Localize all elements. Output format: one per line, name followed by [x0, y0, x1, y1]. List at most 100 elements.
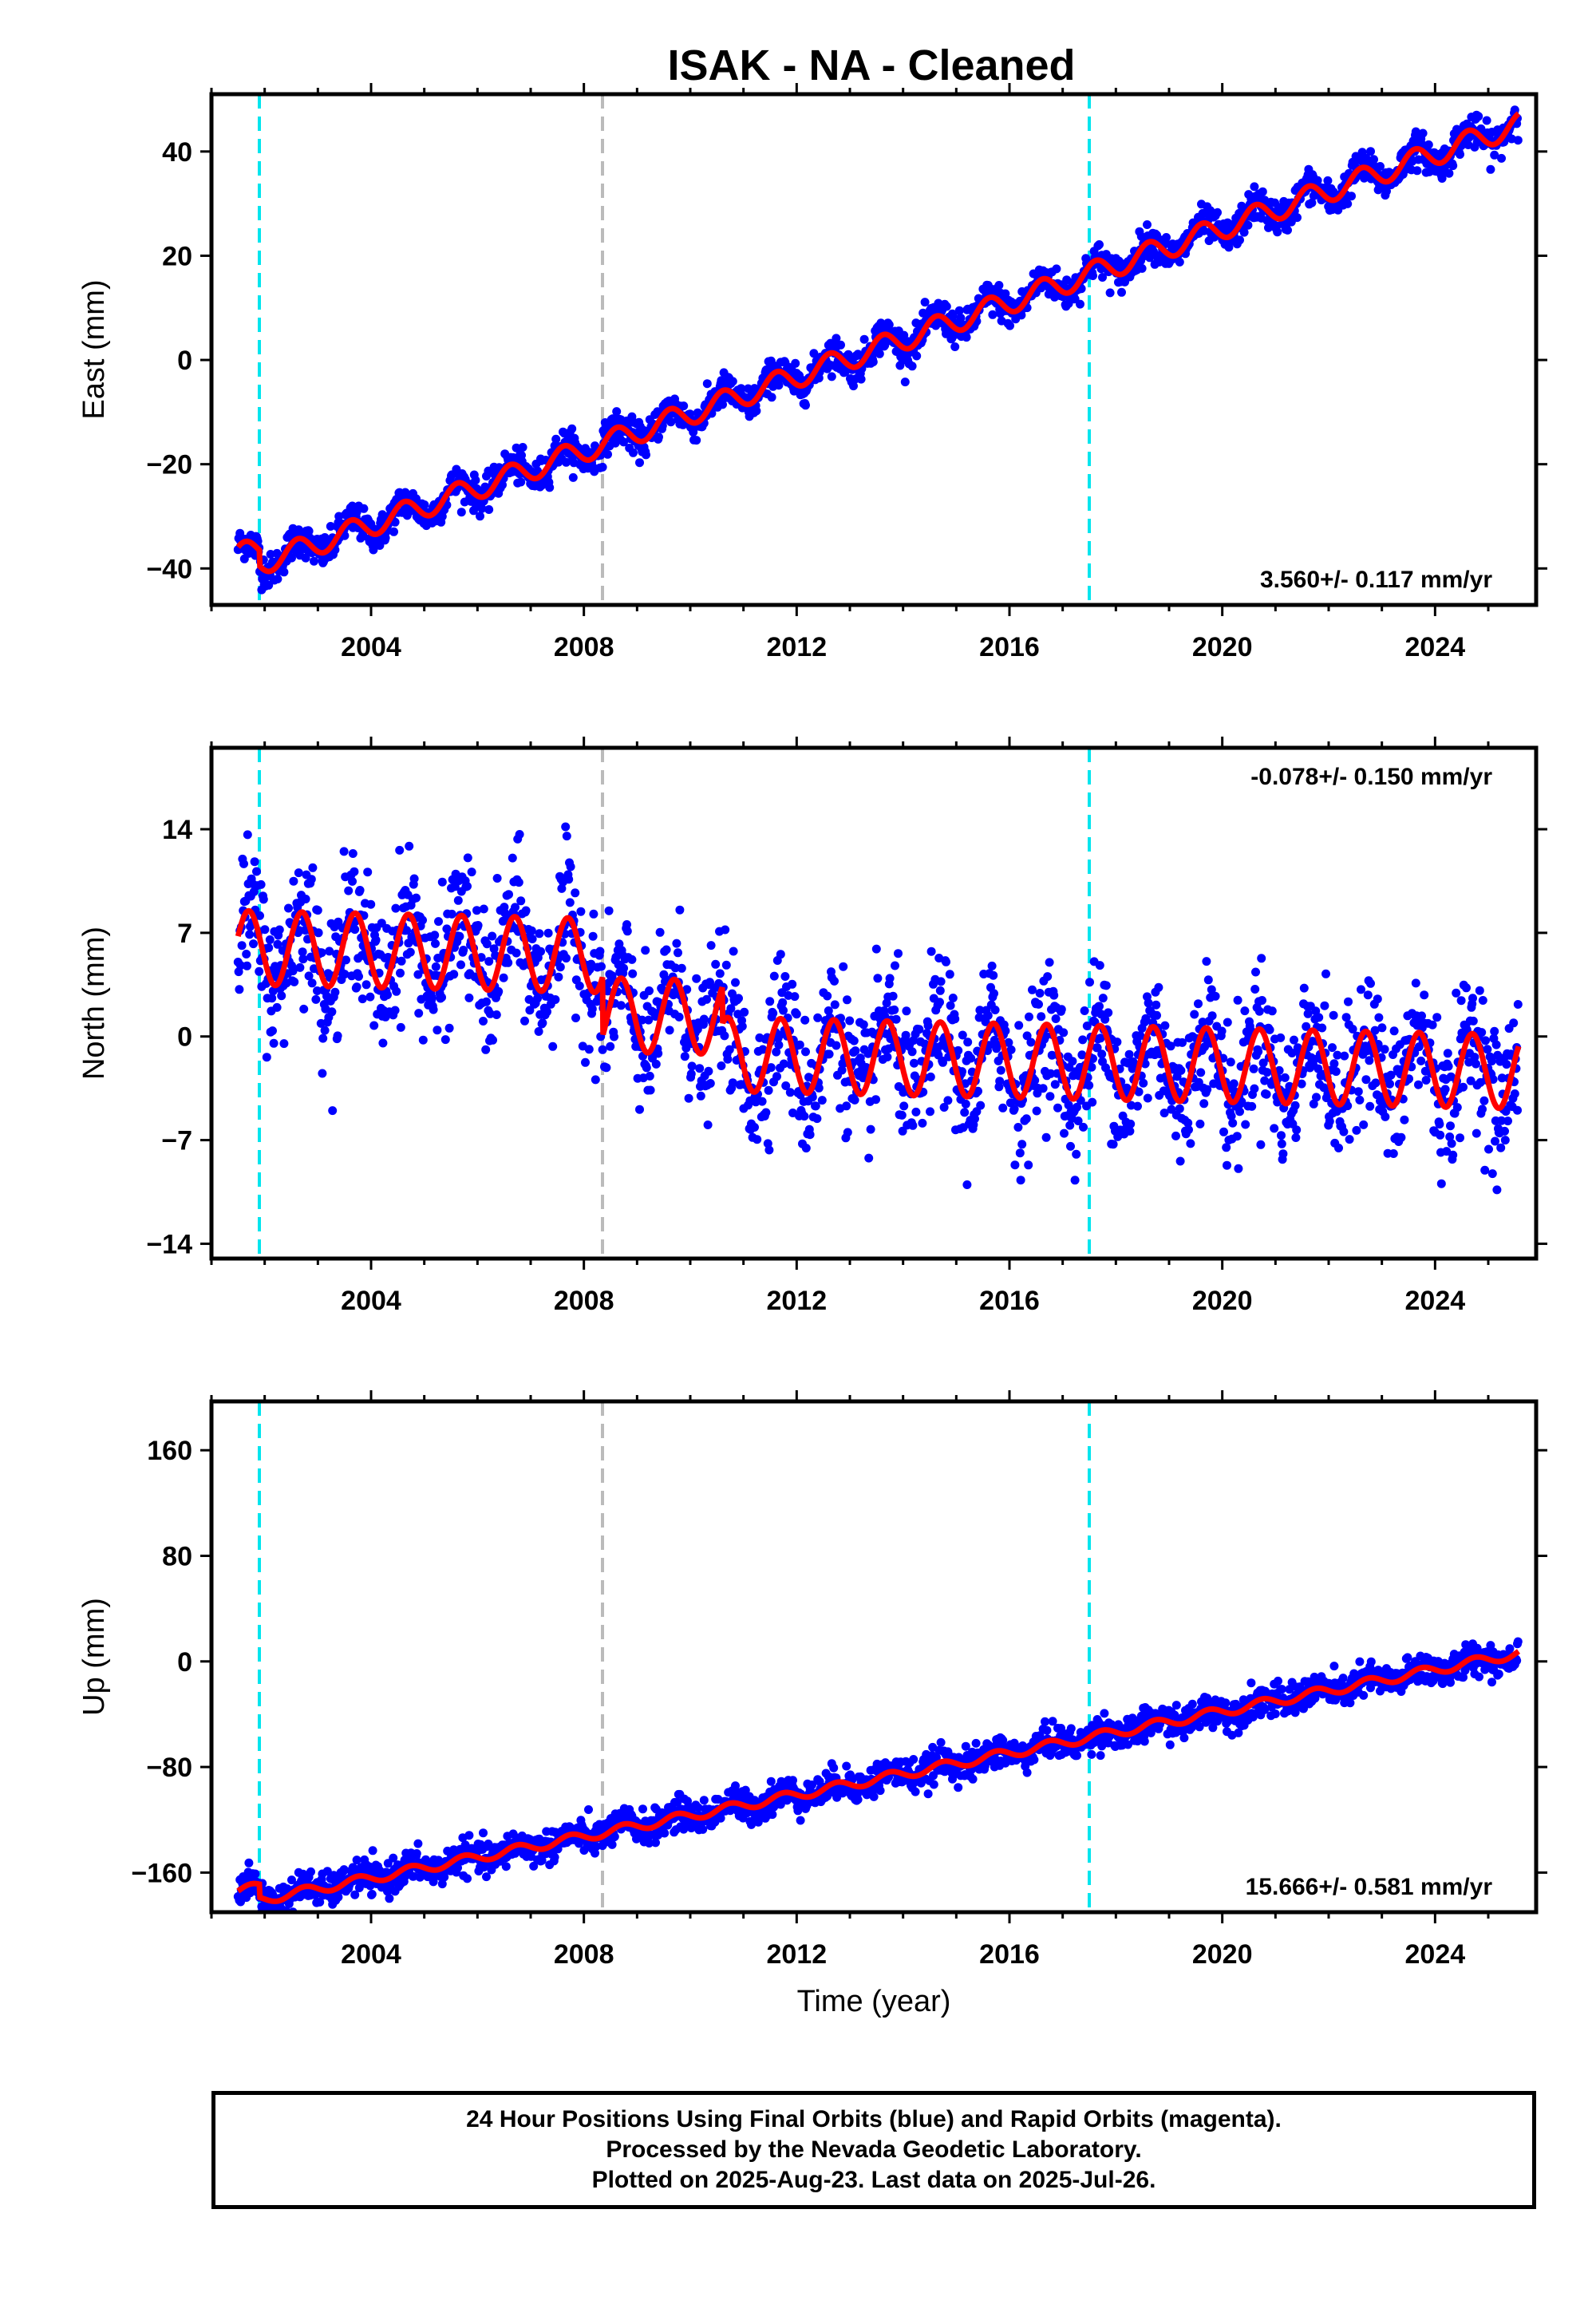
data-point	[313, 906, 322, 915]
x-tick-label: 2012	[767, 632, 828, 662]
data-point	[619, 437, 628, 447]
data-point	[294, 868, 303, 878]
data-point	[962, 333, 971, 342]
data-point	[1414, 1080, 1423, 1089]
data-point	[299, 1004, 309, 1014]
data-point	[342, 955, 350, 965]
data-point	[565, 898, 575, 907]
data-point	[1435, 1120, 1444, 1129]
data-point	[287, 553, 296, 563]
data-point	[1456, 1133, 1464, 1143]
data-point	[412, 1849, 421, 1858]
data-point	[1345, 1135, 1354, 1144]
data-point	[1444, 168, 1454, 178]
data-point	[1436, 1130, 1445, 1140]
data-point	[792, 1010, 801, 1019]
data-point	[428, 993, 437, 1002]
data-point	[750, 1123, 759, 1132]
data-point	[915, 1025, 924, 1034]
data-point	[1385, 1079, 1394, 1089]
data-point	[1076, 299, 1084, 309]
data-point	[1462, 983, 1471, 993]
data-point	[1420, 990, 1429, 1000]
data-point	[813, 1013, 823, 1022]
data-point	[767, 393, 776, 402]
data-point	[907, 1047, 917, 1057]
x-tick-label: 2008	[554, 632, 614, 662]
data-point	[843, 995, 851, 1005]
data-point	[472, 906, 481, 915]
data-point	[912, 351, 922, 361]
data-point	[699, 1014, 709, 1024]
data-point	[1363, 990, 1373, 1000]
data-point	[1444, 1061, 1453, 1071]
y-tick-label: 20	[162, 241, 192, 271]
data-point	[1482, 116, 1491, 125]
data-point	[252, 867, 261, 876]
data-point	[1428, 1020, 1437, 1030]
data-point	[1139, 1078, 1148, 1088]
data-point	[866, 1124, 875, 1134]
data-point	[686, 1069, 696, 1079]
data-point	[1359, 1120, 1369, 1129]
y-tick-label: 14	[162, 815, 192, 845]
data-point	[966, 1053, 976, 1063]
data-point	[306, 1867, 315, 1876]
data-point	[651, 1838, 660, 1848]
data-point	[606, 1041, 615, 1051]
data-point	[482, 997, 491, 1006]
data-point	[1137, 263, 1147, 273]
data-point	[511, 903, 519, 912]
data-point	[830, 1000, 839, 1010]
data-point	[1052, 264, 1061, 274]
data-point	[488, 1035, 497, 1045]
data-point	[677, 963, 686, 973]
data-point	[801, 401, 810, 410]
data-point	[1475, 986, 1484, 995]
data-point	[1250, 985, 1260, 994]
data-point	[891, 1014, 901, 1024]
data-point	[595, 947, 605, 956]
data-point	[1276, 1033, 1286, 1042]
data-point	[568, 472, 578, 482]
data-point	[597, 962, 606, 971]
data-point	[1057, 1005, 1066, 1014]
data-point	[1229, 1079, 1238, 1089]
data-point	[1199, 226, 1209, 235]
data-point	[1184, 1125, 1193, 1135]
data-point	[1400, 1115, 1409, 1124]
data-point	[383, 990, 392, 1000]
data-point	[1492, 1185, 1502, 1195]
data-point	[1235, 1107, 1244, 1117]
data-point	[365, 992, 375, 1002]
data-point	[692, 436, 701, 445]
data-point	[449, 970, 459, 979]
data-point	[268, 1026, 277, 1036]
data-point	[1203, 975, 1213, 985]
data-point	[923, 1021, 933, 1030]
x-tick-label: 2012	[767, 1286, 828, 1316]
data-point	[1228, 1118, 1238, 1128]
data-point	[1202, 957, 1211, 966]
data-point	[1223, 1018, 1232, 1027]
data-point	[897, 1110, 907, 1120]
data-point	[871, 944, 881, 954]
data-point	[1382, 187, 1391, 196]
data-point	[244, 1858, 254, 1867]
data-point	[1258, 187, 1267, 196]
data-point	[850, 1095, 859, 1105]
data-point	[479, 1828, 488, 1838]
data-point	[684, 1093, 693, 1103]
data-point	[1452, 988, 1461, 998]
data-point	[1207, 1011, 1217, 1021]
data-point	[1104, 1008, 1113, 1018]
data-point	[534, 1027, 543, 1036]
data-point	[856, 374, 866, 384]
data-point	[1314, 1013, 1324, 1022]
data-point	[665, 1026, 674, 1035]
data-point	[907, 362, 917, 371]
data-point	[444, 1023, 454, 1033]
data-point	[456, 508, 466, 517]
data-point	[1032, 1106, 1041, 1116]
data-point	[788, 979, 797, 989]
